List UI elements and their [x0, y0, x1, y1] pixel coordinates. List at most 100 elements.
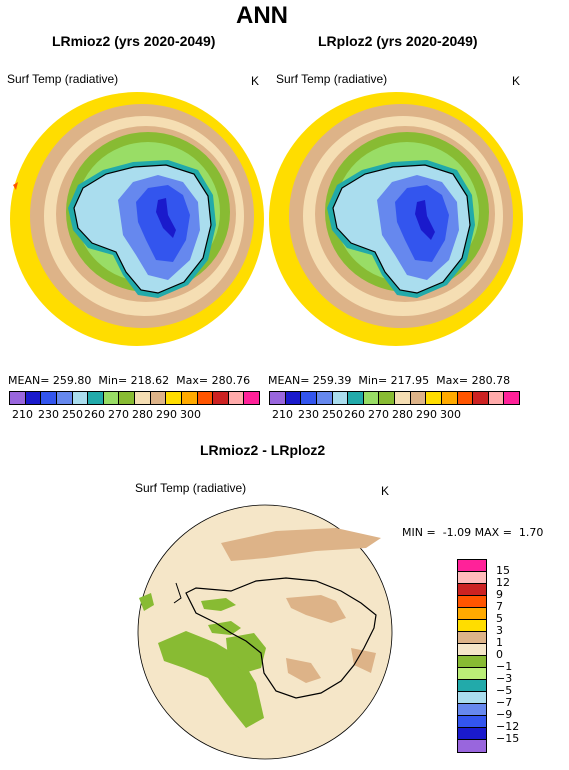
colorbar-tick-label: 230 [38, 408, 59, 421]
left-max-label: Max= [176, 374, 209, 387]
colorbar-swatch [458, 572, 486, 584]
colorbar-swatch [25, 392, 42, 404]
diff-variable-label: Surf Temp (radiative) [135, 481, 247, 495]
colorbar-tick-label: −15 [496, 732, 520, 745]
left-colorbar [9, 391, 260, 405]
colorbar-tick-label: 300 [180, 408, 201, 421]
diff-minmax: MIN = -1.09 MAX = 1.70 [402, 526, 543, 539]
diff-colorbar [457, 559, 487, 753]
colorbar-swatch [197, 392, 214, 404]
colorbar-swatch [88, 392, 104, 404]
diff-panel-title: LRmioz2 - LRploz2 [200, 442, 326, 458]
page-title: ANN [236, 2, 288, 29]
left-mean-label: MEAN= [8, 374, 50, 387]
colorbar-tick-label: 280 [392, 408, 413, 421]
left-panel-title: LRmioz2 (yrs 2020-2049) [52, 33, 216, 49]
right-mean-value: 259.39 [312, 374, 352, 387]
colorbar-tick-label: 270 [368, 408, 389, 421]
left-map [10, 92, 264, 346]
colorbar-tick-label: 210 [12, 408, 33, 421]
colorbar-swatch [458, 716, 486, 728]
colorbar-swatch [301, 392, 317, 404]
colorbar-swatch [285, 392, 302, 404]
colorbar-tick-label: 300 [440, 408, 461, 421]
colorbar-swatch [458, 632, 486, 644]
colorbar-tick-label: 3 [496, 624, 503, 637]
right-map [269, 92, 523, 346]
right-max-label: Max= [436, 374, 469, 387]
colorbar-tick-label: 7 [496, 600, 503, 613]
colorbar-swatch [458, 680, 486, 692]
colorbar-tick-label: −3 [496, 672, 513, 685]
colorbar-swatch [458, 656, 486, 668]
colorbar-swatch [488, 392, 505, 404]
colorbar-tick-label: 9 [496, 588, 503, 601]
right-colorbar-ticks: 210 230 250 260 270 280 290 300 [260, 408, 530, 422]
colorbar-swatch [458, 620, 486, 632]
left-max-value: 280.76 [211, 374, 251, 387]
left-stats: MEAN= 259.80 Min= 218.62 Max= 280.76 [8, 374, 250, 387]
colorbar-swatch [332, 392, 349, 404]
colorbar-swatch [458, 728, 486, 740]
colorbar-swatch [103, 392, 120, 404]
colorbar-swatch [473, 392, 489, 404]
colorbar-swatch [426, 392, 442, 404]
left-min-value: 218.62 [130, 374, 170, 387]
colorbar-swatch [458, 608, 486, 620]
colorbar-tick-label: 290 [416, 408, 437, 421]
colorbar-swatch [166, 392, 182, 404]
colorbar-swatch [348, 392, 364, 404]
right-unit-label: K [512, 74, 521, 88]
colorbar-tick-label: −7 [496, 696, 513, 709]
colorbar-swatch [458, 596, 486, 608]
diff-min-value: -1.09 [442, 526, 472, 539]
colorbar-tick-label: −1 [496, 660, 513, 673]
colorbar-tick-label: 210 [272, 408, 293, 421]
colorbar-tick-label: 250 [62, 408, 83, 421]
diff-unit-label: K [381, 484, 390, 498]
left-mean-value: 259.80 [52, 374, 92, 387]
left-unit-label: K [251, 74, 260, 88]
colorbar-swatch [410, 392, 427, 404]
colorbar-swatch [457, 392, 474, 404]
left-variable-label: Surf Temp (radiative) [7, 72, 119, 86]
colorbar-tick-label: −9 [496, 708, 513, 721]
colorbar-tick-label: 260 [84, 408, 105, 421]
colorbar-tick-label: −12 [496, 720, 520, 733]
colorbar-swatch [228, 392, 245, 404]
colorbar-swatch [150, 392, 167, 404]
colorbar-tick-label: 1 [496, 636, 503, 649]
colorbar-tick-label: 15 [496, 564, 510, 577]
colorbar-swatch [270, 392, 286, 404]
right-mean-label: MEAN= [268, 374, 310, 387]
right-min-label: Min= [358, 374, 388, 387]
colorbar-swatch [181, 392, 198, 404]
colorbar-swatch [56, 392, 73, 404]
colorbar-tick-label: 280 [132, 408, 153, 421]
colorbar-swatch [458, 704, 486, 716]
right-variable-label: Surf Temp (radiative) [276, 72, 388, 86]
diff-max-value: 1.70 [518, 526, 544, 539]
colorbar-tick-label: 270 [108, 408, 129, 421]
colorbar-swatch [119, 392, 135, 404]
diff-max-label: MAX = [474, 526, 512, 539]
diff-min-label: MIN = [402, 526, 436, 539]
left-colorbar-ticks: 210 230 250 260 270 280 290 300 [0, 408, 270, 422]
colorbar-swatch [504, 392, 519, 404]
colorbar-tick-label: 5 [496, 612, 503, 625]
colorbar-swatch [458, 668, 486, 680]
right-min-value: 217.95 [390, 374, 430, 387]
colorbar-swatch [244, 392, 259, 404]
colorbar-swatch [72, 392, 89, 404]
colorbar-tick-label: 12 [496, 576, 510, 589]
colorbar-swatch [458, 692, 486, 704]
colorbar-swatch [458, 560, 486, 572]
colorbar-swatch [458, 740, 486, 752]
colorbar-swatch [458, 644, 486, 656]
right-colorbar [269, 391, 520, 405]
colorbar-swatch [458, 584, 486, 596]
colorbar-tick-label: −5 [496, 684, 513, 697]
colorbar-swatch [10, 392, 26, 404]
colorbar-swatch [316, 392, 333, 404]
left-min-label: Min= [98, 374, 128, 387]
